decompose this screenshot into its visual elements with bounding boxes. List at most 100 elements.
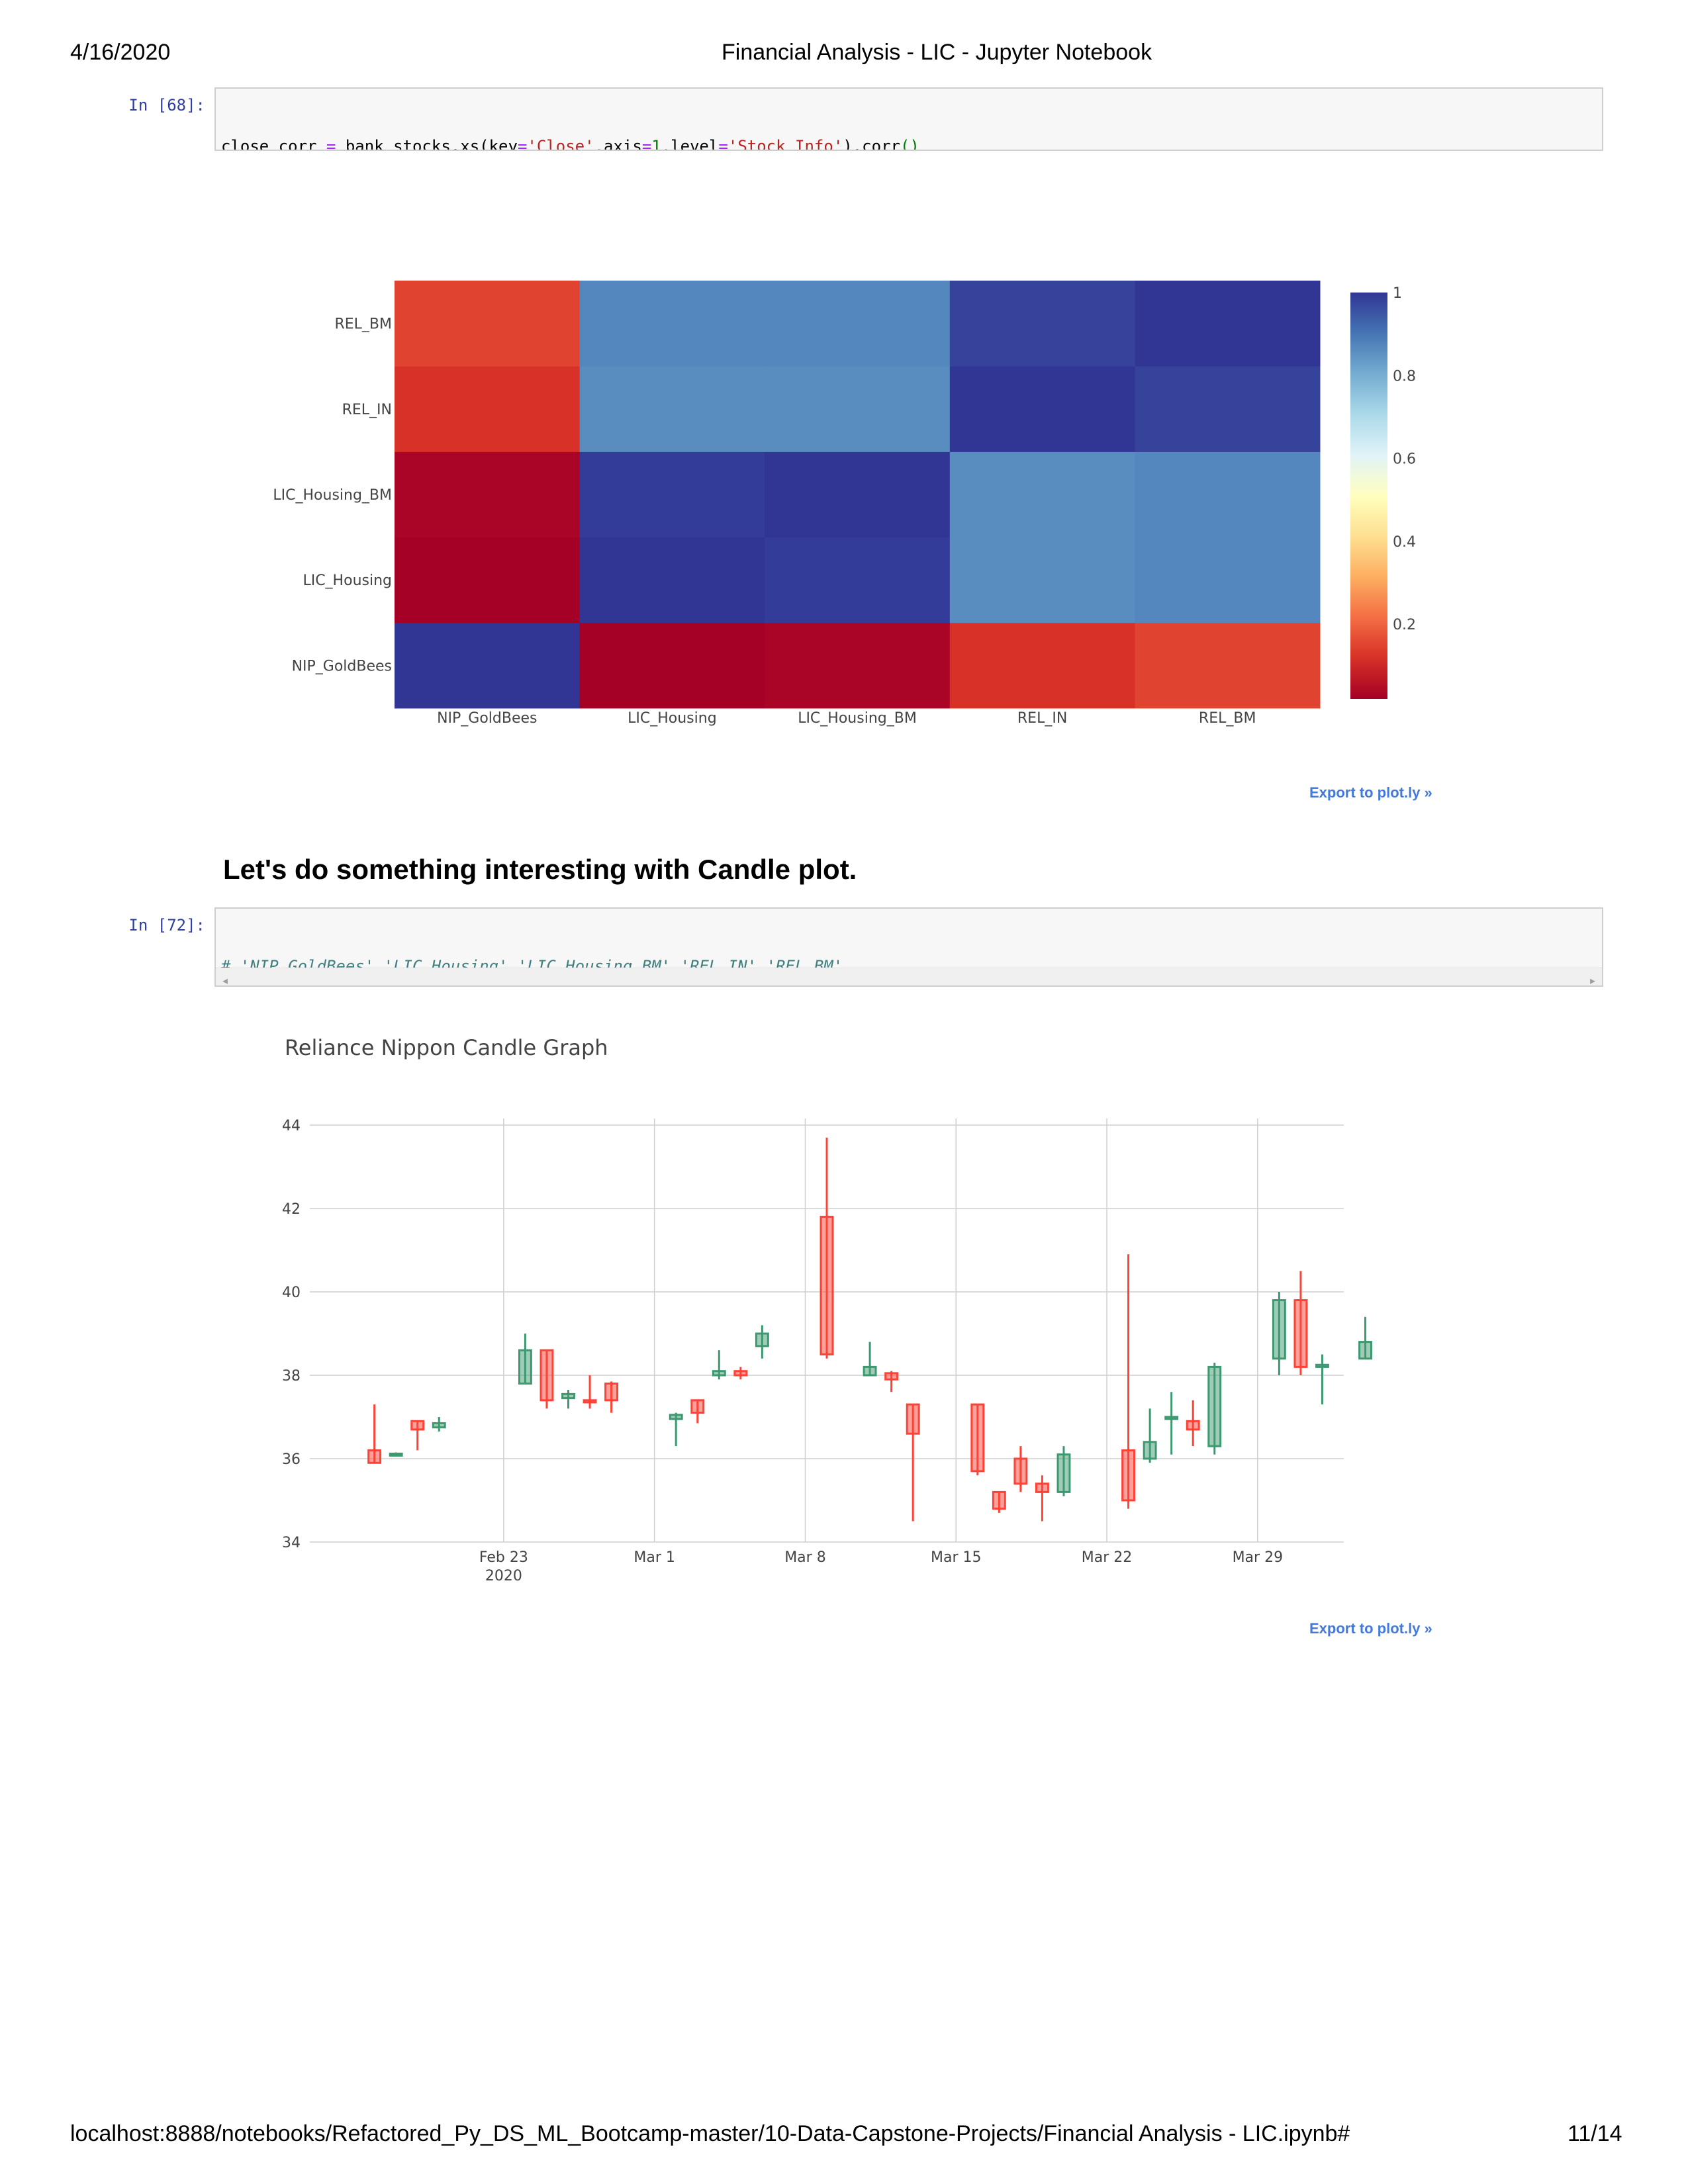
cell-prompt-68: In [68]: (128, 96, 205, 114)
candle (820, 1137, 834, 1359)
y-tick-label: 36 (282, 1451, 301, 1468)
print-url: localhost:8888/notebooks/Refactored_Py_D… (70, 2121, 1350, 2146)
candle (1056, 1446, 1071, 1496)
candle (733, 1367, 748, 1380)
candle (884, 1371, 899, 1392)
candle (669, 1412, 683, 1447)
candle-body (1121, 1449, 1136, 1502)
colorbar-ticks: 0.2 0.4 0.6 0.8 1 (1393, 285, 1416, 633)
heatmap-cell (765, 451, 951, 538)
candle (367, 1404, 382, 1464)
heatmap-x-labels: NIP_GoldBees LIC_Housing LIC_Housing_BM REL… (437, 710, 1256, 727)
export-to-plotly-link[interactable]: Export to plot.ly » (1309, 784, 1432, 801)
candle-body (755, 1332, 769, 1347)
candle (755, 1325, 769, 1359)
heatmap-cell (765, 366, 951, 452)
y-axis-ticks: 34 36 38 40 42 44 (282, 1118, 301, 1551)
candle-body (1013, 1457, 1028, 1485)
code-token: bank_stocks.xs(key (336, 137, 518, 151)
heatmap-y-labels: NIP_GoldBees LIC_Housing LIC_Housing_BM REL… (273, 316, 392, 675)
code-token: = (718, 137, 728, 151)
candle-body (1056, 1453, 1071, 1493)
candle-body (367, 1449, 382, 1464)
candle-body (733, 1370, 748, 1377)
candle (604, 1381, 619, 1413)
candle (1143, 1408, 1157, 1463)
code-token: ,level (661, 137, 719, 151)
export-to-plotly-link-2[interactable]: Export to plot.ly » (1309, 1620, 1432, 1637)
heatmap-cell (395, 281, 581, 367)
scroll-right-icon[interactable]: ▸ (1589, 974, 1595, 987)
colorbar-tick-label: 0.2 (1393, 617, 1416, 633)
candle (1013, 1446, 1028, 1492)
code-cell-corr[interactable]: close_corr = bank_stocks.xs(key='Close',… (214, 87, 1603, 151)
heatmap-cell (765, 622, 951, 709)
candle (518, 1334, 532, 1385)
candle (690, 1399, 705, 1424)
code-cell-candle[interactable]: # 'NIP_GoldBees','LIC_Housing','LIC_Hous… (214, 907, 1603, 987)
x-tick-label: Mar 1 (633, 1549, 675, 1566)
heatmap-cell (579, 451, 765, 538)
candle-body (669, 1414, 683, 1420)
candle-body (1358, 1341, 1372, 1360)
heatmap-cell (949, 622, 1135, 709)
candle-body (432, 1422, 446, 1429)
candle-body (820, 1216, 834, 1355)
candle (1293, 1271, 1308, 1375)
candle-body (389, 1452, 403, 1457)
heatmap-cell (949, 366, 1135, 452)
x-axis-ticks: Feb 23 2020 Mar 1 Mar 8 Mar 15 Mar 22 Mar 29 (479, 1549, 1283, 1584)
colorbar (1350, 293, 1387, 699)
candle (1121, 1254, 1136, 1509)
heatmap-cell (579, 537, 765, 623)
heatmap-cell (1135, 281, 1321, 367)
heatmap-cell (579, 366, 765, 452)
candle-body (1315, 1363, 1329, 1368)
colorbar-tick-label: 1 (1393, 285, 1402, 302)
x-tick-label: Feb 23 (479, 1549, 528, 1566)
y-tick-label: 34 (282, 1535, 301, 1551)
heatmap-y-label: LIC_Housing_BM (273, 487, 392, 504)
candle-body (539, 1349, 554, 1402)
chart-title: Reliance Nippon Candle Graph (285, 1035, 608, 1060)
code-token: ,axis (594, 137, 642, 151)
candle-body (884, 1372, 899, 1381)
cell-prompt-72: In [72]: (128, 916, 205, 934)
candle (1207, 1363, 1222, 1455)
code-token: 1 (651, 137, 661, 151)
heatmap-x-label: REL_BM (1199, 710, 1256, 727)
heatmap-x-label: REL_IN (1017, 710, 1067, 727)
heatmap-cell (1135, 366, 1321, 452)
code-token: = (326, 137, 336, 151)
code-token: = (641, 137, 652, 151)
heatmap-cell (765, 537, 951, 623)
candle-body (1293, 1299, 1308, 1368)
candle-body (1164, 1416, 1179, 1420)
markdown-heading: Let's do something interesting with Cand… (223, 854, 857, 885)
candle (1186, 1400, 1200, 1447)
candle-body (1143, 1441, 1157, 1460)
heatmap-x-label: LIC_Housing (628, 710, 717, 727)
candle-body (410, 1420, 425, 1431)
candle-body (1272, 1299, 1286, 1360)
heatmap-cell (579, 281, 765, 367)
x-tick-label: Mar 22 (1082, 1549, 1133, 1566)
candle (1272, 1292, 1286, 1375)
heatmap-cell (395, 622, 581, 709)
candle (906, 1403, 920, 1522)
candlestick-chart: Reliance Nippon Candle Graph 34 36 38 40 42 4… (282, 1035, 1372, 1584)
candle-body (1207, 1365, 1222, 1447)
code-line: close_corr = bank_stocks.xs(key='Close',… (221, 136, 1597, 151)
horizontal-scrollbar[interactable]: ◂ ▸ (216, 968, 1602, 985)
code-token: close_corr (221, 137, 326, 151)
heatmap-cell (949, 451, 1135, 538)
code-token: 'Stock Info' (727, 137, 843, 151)
heatmap-cell (949, 281, 1135, 367)
scroll-left-icon[interactable]: ◂ (222, 974, 228, 987)
candle-body (906, 1403, 920, 1435)
y-tick-label: 38 (282, 1368, 301, 1385)
candle (712, 1350, 726, 1380)
candle-body (992, 1490, 1006, 1510)
print-date: 4/16/2020 (70, 40, 171, 65)
candle-body (970, 1403, 985, 1473)
